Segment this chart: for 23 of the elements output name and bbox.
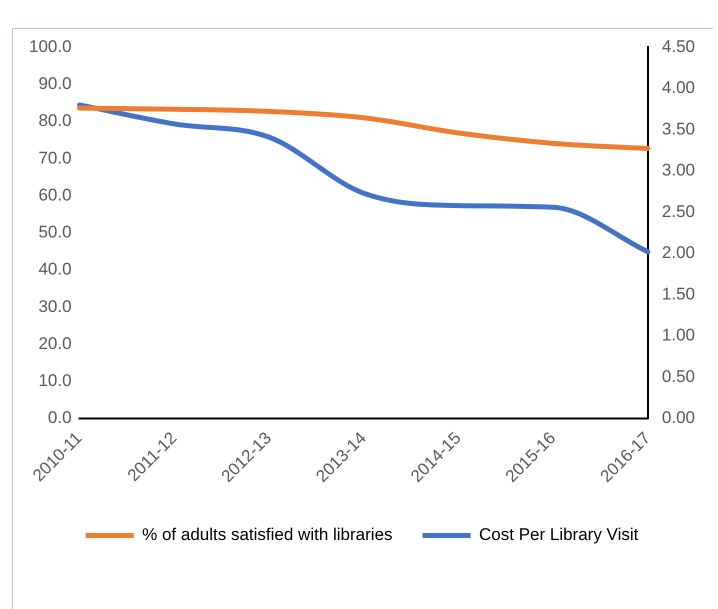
y-tick-label: 10.0: [38, 371, 72, 390]
y-tick-label: 30.0: [38, 296, 72, 316]
y-tick-label: 60.0: [38, 185, 72, 204]
y2-tick-label: 4.00: [662, 78, 696, 98]
y2-tick-label: 0.00: [662, 408, 696, 428]
y2-tick-label: 2.00: [662, 243, 696, 262]
legend-label: Cost Per Library Visit: [479, 525, 639, 544]
y-tick-label: 100.0: [28, 36, 72, 56]
legend-label: % of adults satisfied with libraries: [142, 525, 393, 544]
y-tick-label: 40.0: [38, 260, 72, 279]
y2-tick-label: 1.00: [662, 326, 696, 345]
y-tick-label: 70.0: [38, 148, 72, 168]
y2-tick-label: 0.50: [662, 366, 696, 386]
y-tick-label: 80.0: [38, 111, 72, 130]
y-tick-label: 90.0: [38, 74, 72, 94]
y-tick-label: 50.0: [38, 222, 72, 242]
y2-tick-label: 4.50: [662, 36, 696, 56]
y2-tick-label: 1.50: [662, 284, 696, 304]
y2-tick-label: 2.50: [662, 202, 696, 221]
y-tick-label: 0.0: [48, 408, 72, 428]
y2-tick-label: 3.50: [662, 119, 696, 138]
y2-tick-label: 3.00: [662, 160, 696, 180]
y-tick-label: 20.0: [38, 334, 72, 353]
